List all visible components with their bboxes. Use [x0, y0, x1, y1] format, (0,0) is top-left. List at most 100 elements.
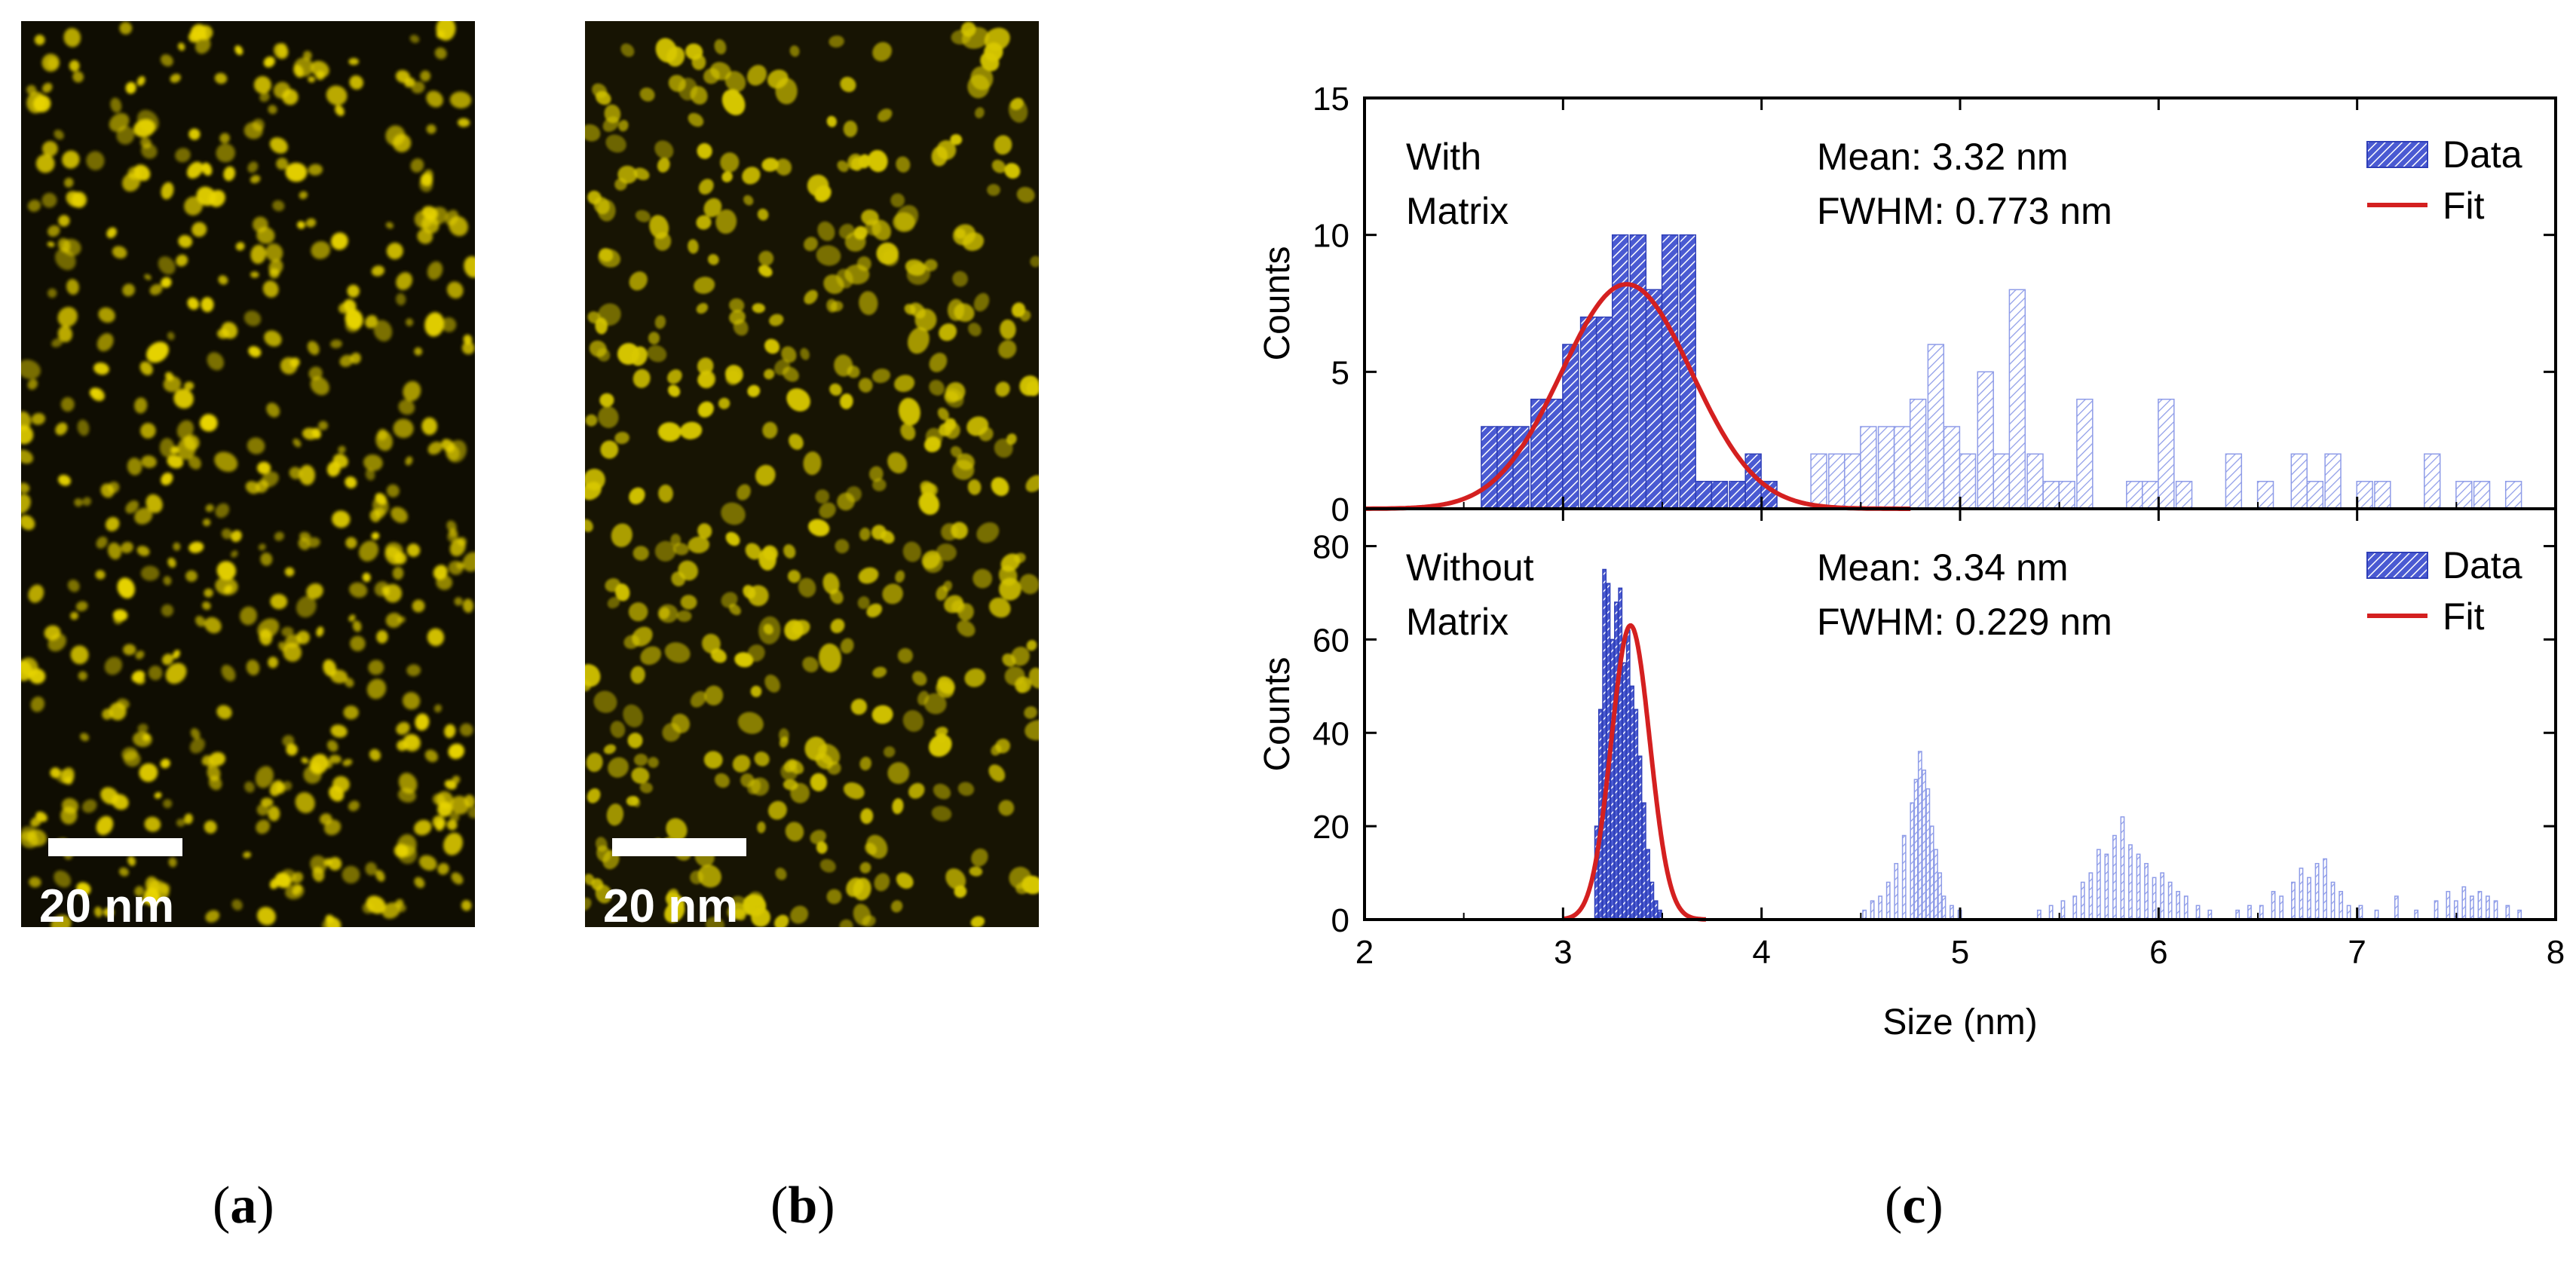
particle: [118, 867, 129, 877]
bar: [2247, 904, 2252, 920]
y-tick-label: 0: [1331, 491, 1349, 528]
particle: [627, 733, 643, 748]
particle: [189, 738, 205, 754]
particle: [414, 347, 423, 356]
particle: [449, 91, 472, 109]
particle: [63, 28, 81, 47]
particle: [887, 452, 908, 474]
bar: [2346, 904, 2351, 920]
particle: [697, 357, 714, 375]
bar: [1810, 453, 1827, 510]
particle: [907, 327, 930, 354]
bar: [1634, 709, 1639, 920]
particle: [414, 877, 425, 889]
particle: [265, 243, 283, 262]
bar: [1901, 834, 1907, 920]
particle: [819, 502, 836, 519]
particle: [628, 602, 648, 622]
particle: [342, 758, 353, 767]
particle: [803, 451, 822, 476]
bar: [1653, 900, 1659, 920]
particle: [243, 851, 252, 859]
particle: [296, 595, 317, 618]
particle: [240, 606, 257, 626]
particle: [74, 498, 83, 507]
particle: [844, 264, 870, 285]
bar: [2142, 480, 2159, 510]
particle: [121, 541, 133, 553]
bar: [2160, 872, 2165, 920]
particle: [748, 891, 764, 907]
particle: [890, 193, 905, 208]
particle: [924, 436, 942, 453]
particle: [64, 776, 73, 785]
particle: [721, 171, 733, 182]
particle: [705, 917, 725, 927]
particle: [202, 601, 211, 611]
particle: [761, 158, 779, 172]
particle: [657, 422, 682, 442]
particle: [201, 162, 213, 176]
particle: [318, 421, 329, 430]
particle: [729, 298, 745, 313]
bar: [1614, 601, 1619, 920]
particle: [266, 402, 280, 418]
particle: [788, 760, 804, 775]
particle: [936, 586, 948, 601]
particle: [350, 635, 366, 652]
particle: [937, 407, 949, 421]
particle: [664, 901, 685, 923]
particle: [365, 315, 378, 329]
x-axis-label: Size (nm): [1882, 1002, 2037, 1042]
bar: [2256, 480, 2274, 510]
sample-label: Matrix: [1406, 190, 1509, 232]
particle: [790, 782, 810, 803]
particle: [730, 895, 750, 917]
bar: [2356, 480, 2373, 510]
particle: [857, 596, 870, 610]
particle: [769, 314, 784, 326]
particle: [218, 275, 228, 285]
particle: [214, 451, 238, 473]
particle: [216, 705, 232, 720]
bar: [1894, 862, 1899, 920]
particle: [284, 567, 295, 577]
particle: [286, 743, 298, 756]
particle: [680, 421, 703, 439]
particle: [385, 222, 394, 229]
particle: [161, 277, 172, 288]
particle: [762, 421, 778, 439]
particle: [890, 900, 903, 913]
particle: [392, 133, 412, 152]
particle: [618, 120, 629, 132]
particle: [50, 767, 61, 779]
particle: [325, 914, 335, 923]
particle: [161, 653, 174, 666]
particle: [418, 855, 437, 871]
bar: [2225, 453, 2243, 510]
bar: [2080, 881, 2085, 920]
bar: [1645, 289, 1663, 510]
particle: [654, 540, 676, 562]
particle: [967, 479, 982, 495]
particle: [396, 293, 406, 306]
bar: [1641, 802, 1646, 920]
particle: [614, 178, 627, 191]
particle: [843, 121, 858, 137]
particle: [457, 537, 467, 546]
particle: [659, 607, 670, 620]
particle: [402, 692, 421, 710]
particle: [859, 862, 871, 874]
bar: [2042, 480, 2060, 510]
bar: [2486, 895, 2490, 920]
bar: [1646, 849, 1650, 920]
particle: [299, 191, 308, 200]
particle: [414, 819, 432, 836]
particle: [839, 919, 853, 927]
particle: [268, 105, 277, 115]
particle: [710, 648, 727, 663]
particle: [280, 357, 298, 375]
particle: [201, 415, 216, 426]
particle: [920, 483, 938, 497]
particle: [755, 464, 776, 486]
